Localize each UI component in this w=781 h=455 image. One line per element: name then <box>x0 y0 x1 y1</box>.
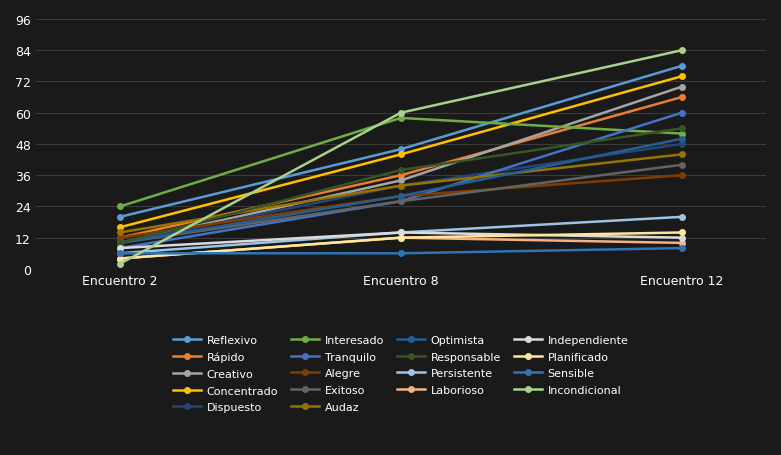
Legend: Reflexivo, Rápido, Creativo, Concentrado, Dispuesto, Interesado, Tranquilo, Aleg: Reflexivo, Rápido, Creativo, Concentrado… <box>168 330 634 418</box>
